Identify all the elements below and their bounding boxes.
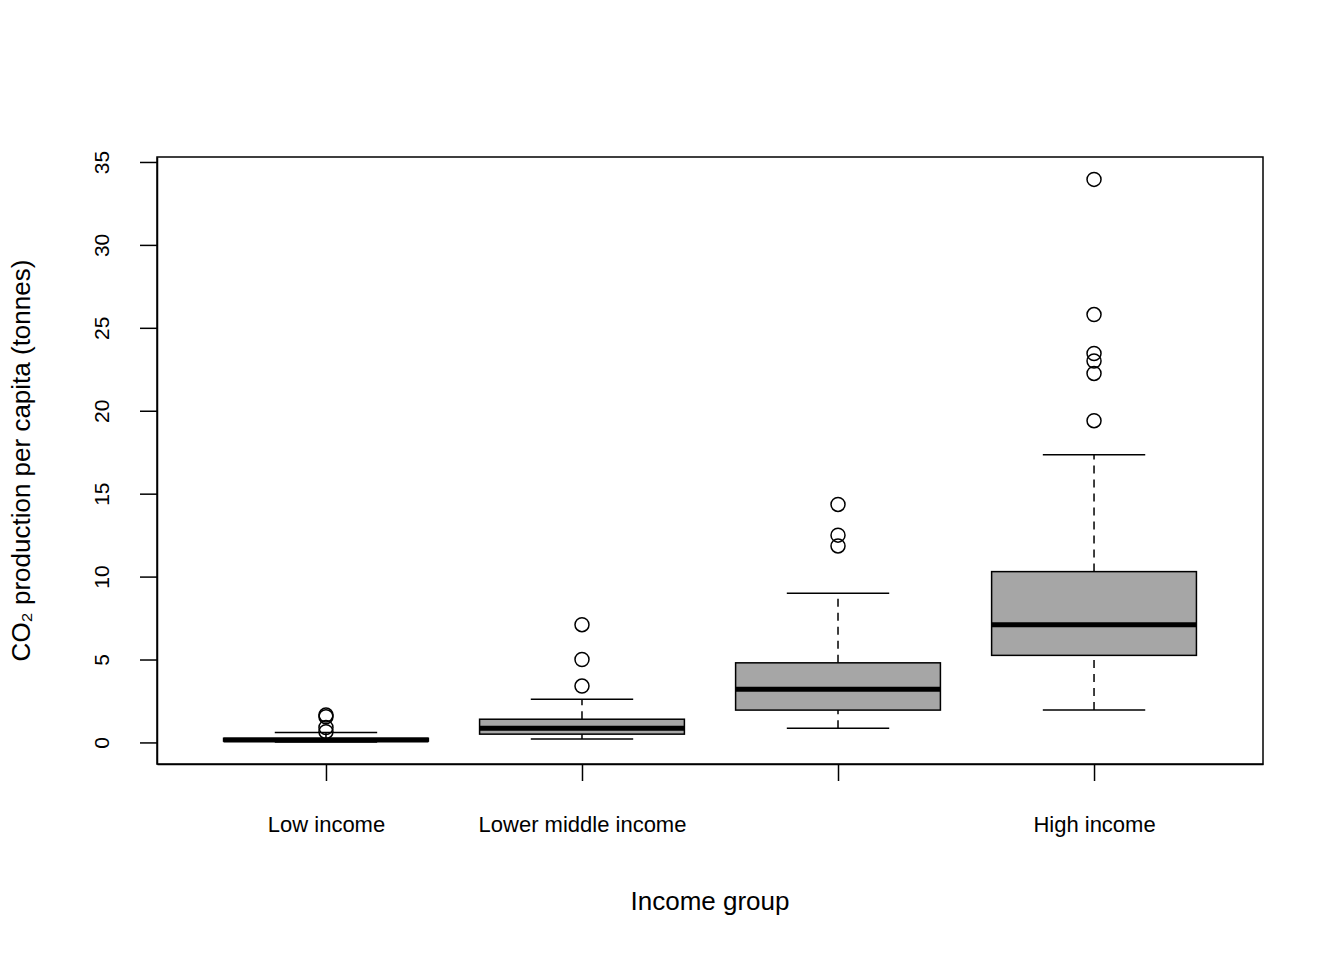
x-tick: Lower middle income [479,764,687,837]
box-group [480,618,685,739]
y-tick-mark [140,162,157,164]
y-axis-title: CO₂ production per capita (tonnes) [6,260,36,662]
median [480,726,685,731]
box [480,719,685,734]
y-tick: 20 [90,400,157,423]
y-tick: 30 [90,234,157,257]
lower-cap [1043,709,1145,711]
x-tick-mark [326,764,328,781]
y-tick-mark [140,659,157,661]
box-group [992,172,1197,710]
y-tick-label: 0 [90,737,113,749]
box-group [736,497,941,728]
outlier [319,725,333,739]
box-group [224,708,429,742]
outlier [1087,172,1101,186]
x-tick [838,764,839,781]
y-tick-mark [140,245,157,247]
x-tick-label: Lower middle income [479,812,687,837]
upper-cap [1043,454,1145,456]
upper-cap [531,699,633,701]
lower-cap [787,728,889,730]
lower-whisker [837,710,839,728]
x-tick-mark [582,764,584,781]
box [992,572,1197,656]
plot-frame [157,157,1263,764]
plot-area [224,172,1197,742]
lower-whisker [1093,655,1095,710]
outlier [1087,414,1101,428]
y-tick-label: 5 [90,654,113,666]
upper-whisker [837,593,839,663]
y-tick-label: 20 [90,400,113,423]
outlier [575,653,589,667]
y-tick-mark [140,328,157,330]
outlier [575,679,589,693]
outlier [831,528,845,542]
x-tick-label: Low income [268,812,385,837]
x-tick-label: High income [1033,812,1155,837]
upper-cap [275,732,377,734]
outlier [1087,308,1101,322]
median [736,687,941,692]
y-tick: 25 [90,317,157,340]
y-tick: 0 [90,737,157,749]
box [736,663,941,710]
outlier [1087,347,1101,361]
upper-cap [787,592,889,594]
y-tick: 10 [90,565,157,588]
y-tick-label: 10 [90,565,113,588]
y-tick-label: 15 [90,482,113,505]
y-tick: 35 [90,151,157,174]
median [992,622,1197,627]
y-tick: 15 [90,482,157,505]
y-tick-mark [140,410,157,412]
upper-whisker [325,732,327,738]
outlier [575,618,589,632]
x-tick: Low income [268,764,385,837]
x-axis-title: Income group [631,886,790,916]
y-tick-mark [140,742,157,744]
y-tick: 5 [90,654,157,666]
x-axis: Low income Lower middle income High income [158,764,1264,837]
upper-whisker [581,699,583,719]
x-tick: High income [1033,764,1155,837]
y-tick-mark [140,576,157,578]
y-tick-label: 30 [90,234,113,257]
chart: 0 5 10 15 20 25 30 35 Low income Lower middle inc… [0,0,1344,960]
upper-whisker [1093,455,1095,572]
x-tick-mark [1094,764,1096,781]
y-tick-mark [140,493,157,495]
x-tick-mark [838,764,840,781]
lower-cap [531,738,633,740]
y-tick-label: 35 [90,151,113,174]
y-axis: 0 5 10 15 20 25 30 35 [90,151,158,765]
outlier [831,497,845,511]
y-tick-label: 25 [90,317,113,340]
